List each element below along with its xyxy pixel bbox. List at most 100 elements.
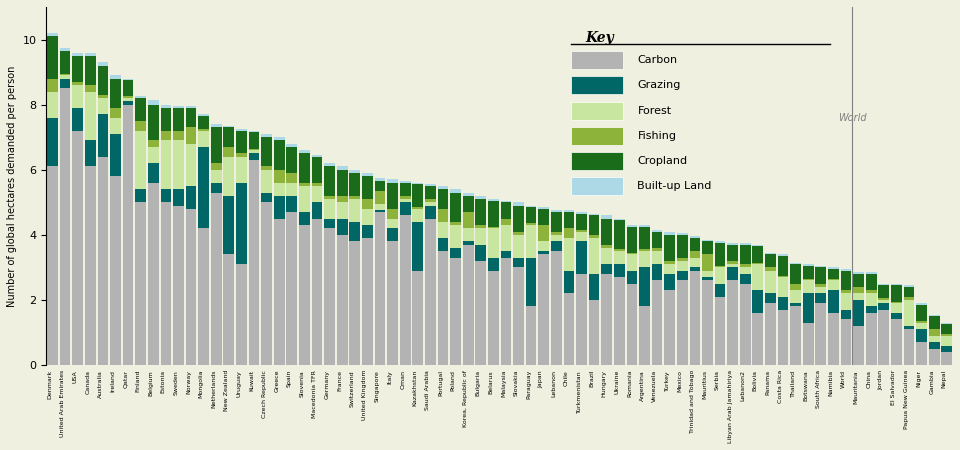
Bar xyxy=(47,33,58,36)
Bar xyxy=(639,249,650,251)
Bar xyxy=(539,241,549,251)
Bar xyxy=(349,241,360,365)
Bar xyxy=(160,189,171,202)
Bar xyxy=(488,258,498,270)
Bar xyxy=(185,127,197,144)
Bar xyxy=(903,326,914,329)
Bar xyxy=(753,246,763,262)
Bar xyxy=(916,329,927,342)
Bar xyxy=(110,108,121,117)
Bar xyxy=(677,261,687,270)
Bar xyxy=(450,225,461,248)
Bar xyxy=(878,300,889,303)
Bar xyxy=(753,245,763,246)
Bar xyxy=(790,284,801,290)
Bar xyxy=(564,238,574,270)
Bar xyxy=(324,228,335,365)
Bar xyxy=(500,201,512,203)
Bar xyxy=(753,264,763,290)
Bar xyxy=(261,166,272,170)
Bar xyxy=(702,241,713,254)
Bar xyxy=(714,267,726,284)
Bar xyxy=(185,209,197,365)
Bar xyxy=(274,183,284,196)
Bar xyxy=(942,324,952,334)
Bar xyxy=(399,183,411,196)
Bar xyxy=(689,238,700,251)
Bar xyxy=(84,85,96,92)
Bar xyxy=(399,202,411,215)
Bar xyxy=(337,170,348,196)
Bar xyxy=(199,228,209,365)
Bar xyxy=(753,313,763,365)
Bar xyxy=(601,219,612,245)
Bar xyxy=(47,79,58,92)
Bar xyxy=(614,220,625,249)
Bar xyxy=(815,266,827,267)
Bar xyxy=(514,232,524,235)
Bar xyxy=(211,163,222,170)
Bar xyxy=(199,130,209,147)
Bar xyxy=(828,279,839,280)
Bar xyxy=(916,342,927,365)
Bar xyxy=(500,251,512,258)
Bar xyxy=(614,251,625,264)
Bar xyxy=(362,173,372,176)
Bar xyxy=(261,193,272,202)
Bar xyxy=(677,280,687,365)
Bar xyxy=(249,160,259,365)
Bar xyxy=(488,201,498,227)
Bar xyxy=(211,170,222,183)
Bar xyxy=(286,173,298,183)
Bar xyxy=(413,209,423,222)
Bar xyxy=(878,298,889,300)
Bar xyxy=(929,342,940,349)
Bar xyxy=(362,238,372,365)
Bar xyxy=(526,206,537,207)
Bar xyxy=(588,215,599,235)
Bar xyxy=(173,108,183,130)
Bar xyxy=(387,209,398,219)
Bar xyxy=(588,238,599,274)
Bar xyxy=(677,233,687,235)
Bar xyxy=(878,284,889,285)
Bar xyxy=(324,196,335,199)
Bar xyxy=(362,176,372,199)
Bar xyxy=(123,104,133,365)
Bar xyxy=(425,206,436,219)
Bar xyxy=(185,106,197,108)
Bar xyxy=(450,222,461,225)
Bar xyxy=(236,157,247,183)
Bar xyxy=(123,79,133,80)
Bar xyxy=(84,53,96,56)
Bar xyxy=(300,150,310,153)
Bar xyxy=(312,157,323,183)
Bar xyxy=(236,183,247,264)
Bar xyxy=(551,251,562,365)
Bar xyxy=(249,130,259,132)
Bar xyxy=(866,272,876,274)
Bar xyxy=(98,95,108,98)
Bar xyxy=(652,264,662,280)
Bar xyxy=(236,129,247,130)
Bar xyxy=(199,147,209,228)
Bar xyxy=(463,212,473,228)
Bar xyxy=(173,140,183,189)
Bar xyxy=(942,334,952,336)
Bar xyxy=(475,228,486,245)
Bar xyxy=(790,303,801,306)
Bar xyxy=(387,219,398,228)
Bar xyxy=(84,140,96,166)
Bar xyxy=(828,267,839,269)
Text: Grazing: Grazing xyxy=(637,81,681,90)
Bar xyxy=(324,219,335,228)
Bar xyxy=(627,270,637,284)
Bar xyxy=(853,287,864,293)
Bar xyxy=(249,148,259,150)
Bar xyxy=(702,254,713,270)
Bar xyxy=(728,245,738,261)
Bar xyxy=(841,270,852,290)
Bar xyxy=(866,274,876,290)
Bar xyxy=(639,306,650,365)
Bar xyxy=(148,100,158,104)
